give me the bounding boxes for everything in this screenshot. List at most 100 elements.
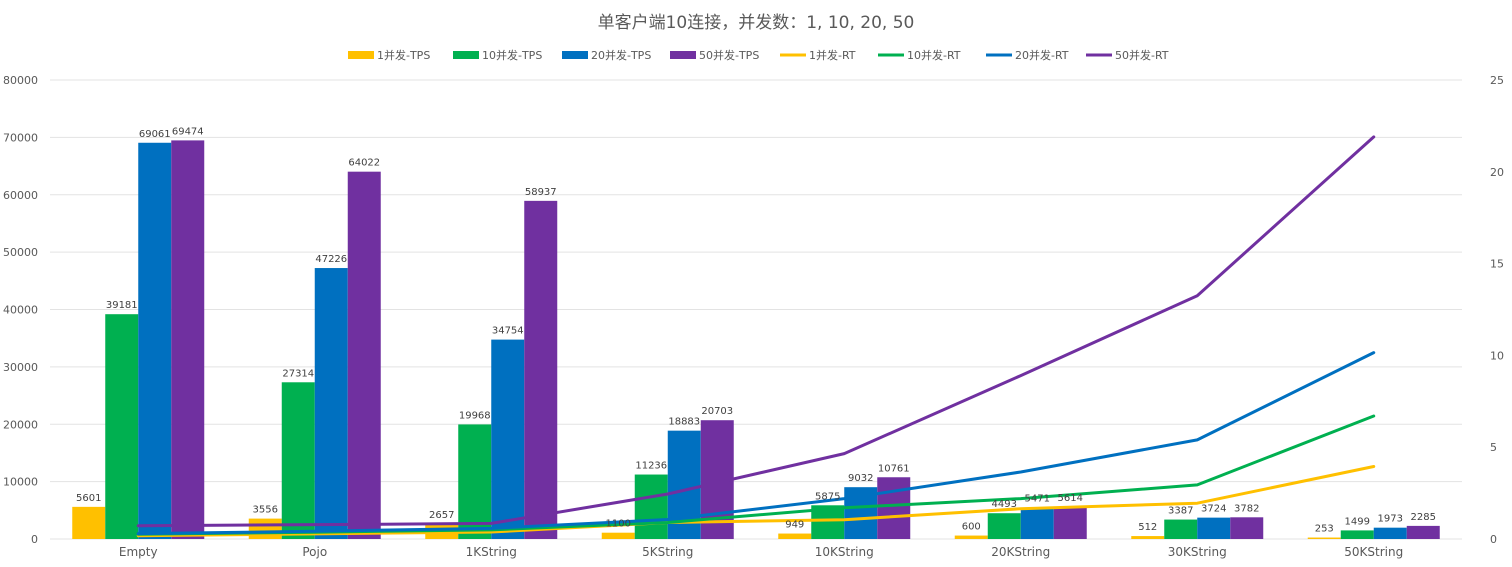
bar-value-label: 5875	[815, 491, 840, 502]
gridlines	[50, 79, 1462, 540]
left-tick-label: 20000	[3, 418, 38, 431]
category-label: 30KString	[1168, 545, 1227, 559]
bar	[138, 142, 172, 539]
category-label: 1KString	[466, 545, 517, 559]
bar	[1020, 507, 1054, 539]
bar-value-label: 3782	[1234, 503, 1259, 514]
right-tick-label: 15	[1490, 258, 1504, 271]
bar-value-label: 10761	[878, 463, 910, 474]
bar	[1131, 536, 1165, 539]
category-label: 50KString	[1344, 545, 1403, 559]
legend-label: 50并发-TPS	[699, 48, 759, 62]
bar-value-label: 11236	[635, 461, 667, 472]
rt-line	[136, 464, 1376, 538]
bar-value-label: 2285	[1411, 512, 1436, 523]
rt-line	[136, 351, 1376, 536]
category-label: 20KString	[991, 545, 1050, 559]
bar	[1053, 506, 1087, 539]
data-labels: 5601 39181 69061 69474 3556 27314 47226 64022 26…	[76, 126, 1436, 534]
right-tick-label: 0	[1490, 533, 1497, 546]
left-tick-label: 40000	[3, 304, 38, 317]
bar	[601, 532, 635, 539]
bar	[954, 535, 988, 539]
legend-swatch	[670, 51, 696, 59]
bar-value-label: 18883	[668, 417, 700, 428]
bar	[524, 200, 558, 539]
bar	[105, 314, 139, 539]
bar	[171, 140, 205, 539]
bar	[314, 268, 348, 539]
left-tick-label: 0	[31, 533, 38, 546]
right-tick-label: 10	[1490, 349, 1504, 362]
left-tick-label: 70000	[3, 131, 38, 144]
bar-value-label: 949	[785, 520, 804, 531]
legend-swatch	[453, 51, 479, 59]
right-tick-label: 5	[1490, 441, 1497, 454]
legend: 1并发-TPS 10并发-TPS 20并发-TPS 50并发-TPS 1并发-RT 10并…	[348, 48, 1169, 62]
bar	[1340, 530, 1374, 539]
bar-value-label: 512	[1138, 522, 1157, 533]
legend-label: 20并发-TPS	[591, 48, 651, 62]
left-tick-label: 80000	[3, 74, 38, 87]
bar	[1164, 519, 1198, 539]
bar-value-label: 39181	[106, 300, 138, 311]
bar-value-label: 27314	[282, 368, 314, 379]
bar	[1307, 537, 1341, 539]
bar-value-label: 253	[1315, 524, 1334, 535]
legend-swatch	[562, 51, 588, 59]
bar-value-label: 2657	[429, 510, 454, 521]
bar-value-label: 69474	[172, 126, 204, 137]
left-tick-label: 30000	[3, 361, 38, 374]
bar-value-label: 69061	[139, 129, 171, 140]
bar	[1373, 527, 1407, 539]
left-tick-label: 50000	[3, 246, 38, 259]
bar	[347, 171, 381, 540]
legend-label: 20并发-RT	[1015, 48, 1069, 62]
bar	[1230, 517, 1264, 539]
category-labels: Empty Pojo 1KString 5KString 10KString 20KStr…	[119, 545, 1403, 559]
bar-value-label: 1499	[1345, 516, 1370, 527]
legend-label: 10并发-TPS	[482, 48, 542, 62]
legend-label: 50并发-RT	[1115, 48, 1169, 62]
bar	[1197, 517, 1231, 539]
bar-value-label: 5614	[1058, 493, 1083, 504]
bar-value-label: 58937	[525, 187, 557, 198]
left-tick-label: 10000	[3, 476, 38, 489]
right-tick-label: 20	[1490, 166, 1504, 179]
right-tick-label: 25	[1490, 74, 1504, 87]
bar	[72, 506, 106, 539]
bar-value-label: 3387	[1168, 506, 1193, 517]
bar	[281, 382, 315, 539]
bar-value-label: 19968	[459, 410, 491, 421]
bar-value-label: 3556	[253, 505, 278, 516]
category-label: 5KString	[642, 545, 693, 559]
legend-label: 10并发-RT	[907, 48, 961, 62]
bar-value-label: 600	[962, 522, 981, 533]
bar-value-label: 20703	[701, 406, 733, 417]
bar-value-label: 4493	[992, 499, 1017, 510]
legend-swatch	[348, 51, 374, 59]
bar-value-label: 1100	[606, 519, 631, 530]
bar-value-label: 3724	[1201, 504, 1226, 515]
bar	[1406, 525, 1440, 539]
bar-value-label: 64022	[348, 158, 380, 169]
category-label: Pojo	[302, 545, 327, 559]
left-axis-ticks: 0 10000 20000 30000 40000 50000 60000 70000 8000…	[3, 74, 38, 546]
bar	[458, 424, 492, 539]
chart-title: 单客户端10连接，并发数：1, 10, 20, 50	[598, 13, 915, 33]
bar-value-label: 1973	[1378, 514, 1403, 525]
bar	[987, 513, 1021, 539]
bar	[877, 477, 911, 539]
rt-line	[136, 135, 1376, 528]
bar-value-label: 5601	[76, 493, 101, 504]
category-label: Empty	[119, 545, 158, 559]
bar-series	[72, 140, 1440, 540]
line-series	[136, 135, 1376, 538]
legend-label: 1并发-RT	[809, 48, 856, 62]
bar-value-label: 5471	[1025, 494, 1050, 505]
bar	[634, 474, 668, 539]
legend-label: 1并发-TPS	[377, 48, 430, 62]
category-label: 10KString	[815, 545, 874, 559]
bar-value-label: 47226	[315, 254, 347, 265]
